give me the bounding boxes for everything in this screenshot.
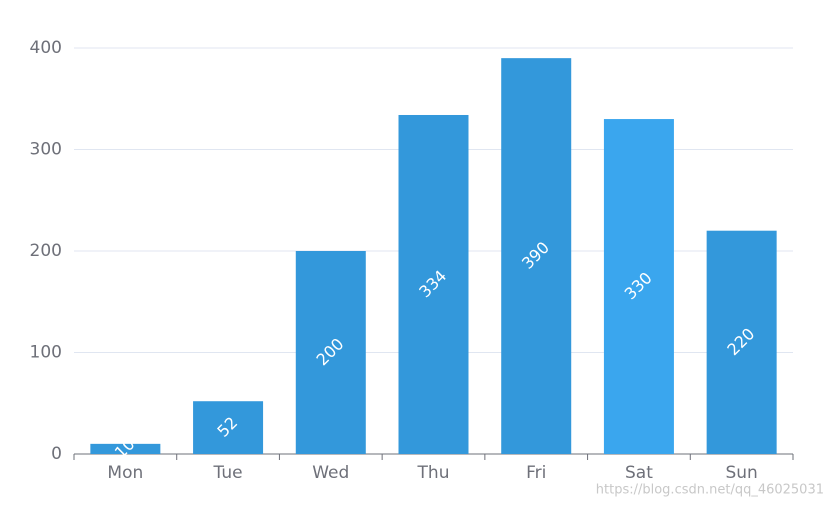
x-tick-label: Mon — [107, 463, 143, 483]
watermark: https://blog.csdn.net/qq_46025031 — [596, 483, 824, 498]
x-tick-label: Tue — [213, 463, 243, 483]
bar — [193, 401, 264, 454]
x-tick-label: Sat — [625, 463, 653, 483]
y-tick-label: 0 — [51, 444, 62, 464]
y-tick-label: 200 — [30, 241, 62, 261]
bar — [90, 443, 161, 454]
x-tick-label: Fri — [526, 463, 546, 483]
bar-value-label: 10 — [111, 434, 139, 462]
y-tick-label: 400 — [30, 38, 62, 58]
x-tick-label: Sun — [725, 463, 757, 483]
y-tick-label: 100 — [30, 343, 62, 363]
y-tick-label: 300 — [30, 140, 62, 160]
bar — [706, 230, 777, 454]
bar — [295, 251, 366, 454]
x-tick-label: Wed — [312, 463, 349, 483]
bar — [603, 119, 674, 455]
bar — [501, 58, 572, 455]
x-tick-label: Thu — [417, 463, 450, 483]
bar — [398, 114, 469, 455]
